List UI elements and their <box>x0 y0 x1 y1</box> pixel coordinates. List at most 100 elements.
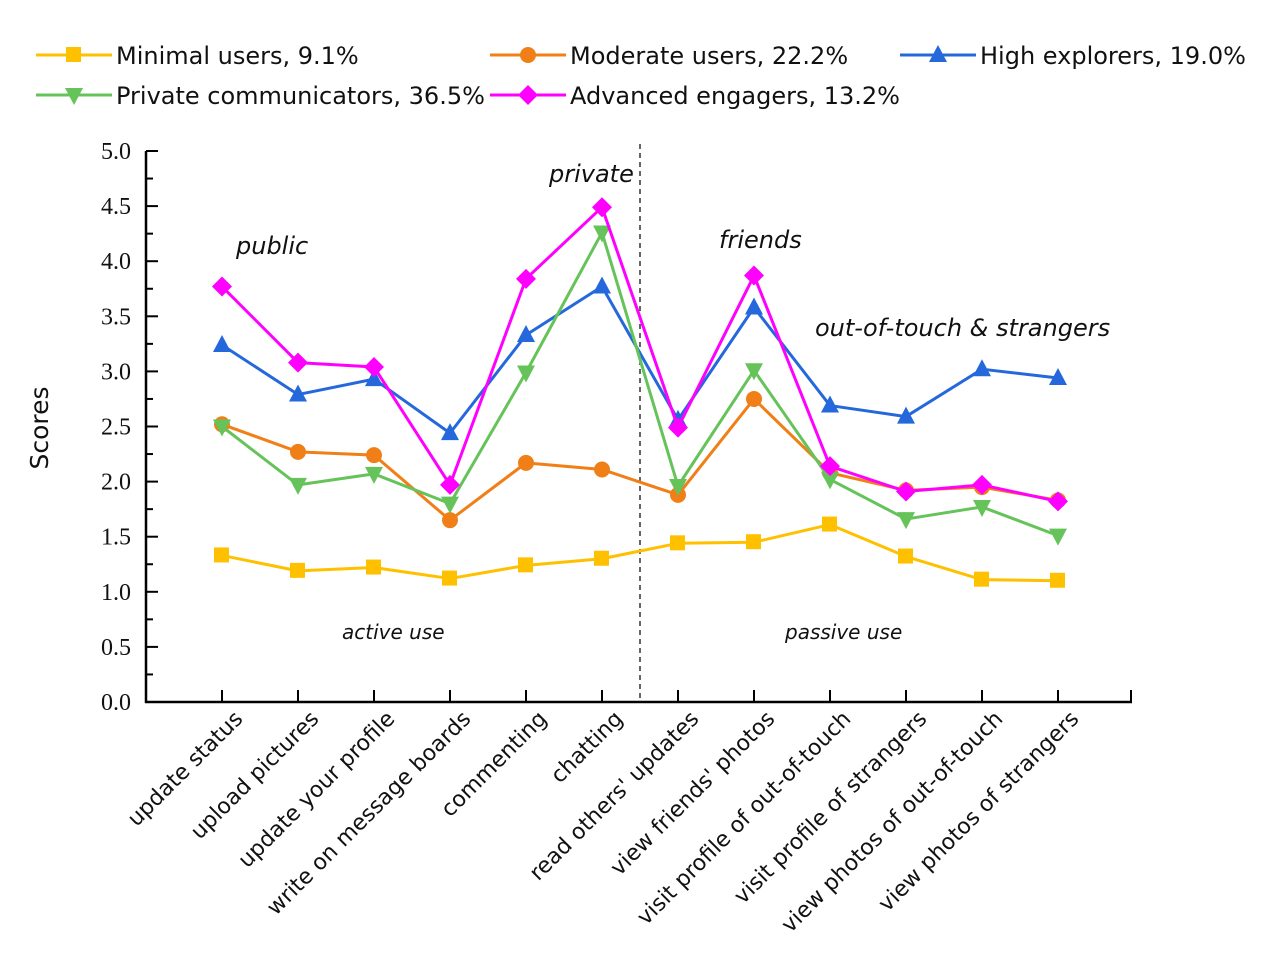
legend-label: Private communicators, 36.5% <box>116 82 485 110</box>
data-point <box>820 456 840 477</box>
series-4 <box>212 197 1068 512</box>
series-2 <box>213 276 1067 441</box>
series-line <box>221 285 1059 435</box>
annotation-public: public <box>235 232 308 260</box>
legend-marker <box>929 45 947 62</box>
data-point <box>821 472 839 490</box>
data-point <box>213 334 231 352</box>
data-point <box>821 395 839 413</box>
data-point <box>974 571 989 587</box>
annotation-active-use: active use <box>342 620 445 644</box>
data-point <box>593 276 611 294</box>
data-point <box>668 417 688 438</box>
data-point <box>973 359 991 377</box>
series-line <box>221 523 1059 583</box>
y-tick-label: 2.0 <box>101 470 131 496</box>
data-point <box>670 535 685 551</box>
annotation-private: private <box>548 160 634 188</box>
data-point <box>289 384 307 402</box>
series-3 <box>213 225 1067 546</box>
annotation-friends: friends <box>719 226 802 254</box>
legend-label: Minimal users, 9.1% <box>116 42 359 70</box>
data-point <box>594 550 609 566</box>
data-point <box>288 352 308 373</box>
legend-marker <box>520 47 536 63</box>
data-point <box>213 419 231 437</box>
annotation-passive-use: passive use <box>784 620 902 644</box>
data-point <box>1049 528 1067 546</box>
data-point <box>669 479 687 497</box>
data-point <box>897 406 915 424</box>
series-line <box>220 205 1059 503</box>
y-tick-label: 1.0 <box>101 580 131 606</box>
data-point <box>518 454 534 471</box>
data-point <box>214 547 229 563</box>
data-point <box>745 363 763 381</box>
series-group <box>212 197 1068 588</box>
data-point <box>746 534 761 550</box>
y-axis-title: Scores <box>25 386 54 469</box>
annotation-out-of-touch-strangers: out-of-touch & strangers <box>815 314 1110 342</box>
data-point <box>290 443 306 460</box>
y-tick-label: 1.5 <box>101 525 131 551</box>
legend-item: High explorers, 19.0% <box>900 42 1246 70</box>
data-point <box>1048 491 1068 512</box>
data-point <box>592 197 612 218</box>
y-tick-label: 4.5 <box>101 194 131 220</box>
data-point <box>366 559 381 575</box>
legend-item: Private communicators, 36.5% <box>36 82 485 110</box>
data-point <box>442 512 458 529</box>
data-point <box>366 447 382 464</box>
data-point <box>1049 368 1067 386</box>
data-point <box>212 276 232 297</box>
y-tick-label: 0.0 <box>101 690 131 716</box>
y-tick-label: 0.5 <box>101 635 131 661</box>
legend-label: High explorers, 19.0% <box>980 42 1246 70</box>
data-point <box>289 477 307 495</box>
y-tick-label: 5.0 <box>101 139 131 165</box>
y-tick-label: 3.5 <box>101 304 131 330</box>
data-point <box>897 512 915 530</box>
legend-marker <box>65 88 83 105</box>
legend-label: Moderate users, 22.2% <box>570 42 848 70</box>
y-ticks: 0.0 0.5 1.0 1.5 2.0 2.5 3.0 3.5 4.0 4.5 5.0 <box>101 139 158 716</box>
data-point <box>290 562 305 578</box>
data-point <box>896 481 916 502</box>
legend-marker <box>66 47 81 62</box>
series-line <box>221 231 1059 538</box>
data-point <box>1050 572 1065 588</box>
data-point <box>593 225 611 243</box>
data-point <box>518 557 533 573</box>
data-point <box>744 265 764 286</box>
data-point <box>516 268 536 289</box>
y-tick-label: 2.5 <box>101 415 131 441</box>
legend-item: Minimal users, 9.1% <box>36 42 359 70</box>
data-point <box>745 297 763 315</box>
x-tick-label: upload pictures <box>186 707 324 845</box>
data-point <box>365 466 383 484</box>
data-point <box>440 474 460 495</box>
data-point <box>822 516 837 532</box>
legend: Minimal users, 9.1% Moderate users, 22.2%… <box>36 42 1246 110</box>
data-point <box>517 365 535 383</box>
series-0 <box>214 516 1065 588</box>
data-point <box>442 570 457 586</box>
data-point <box>594 461 610 478</box>
legend-label: Advanced engagers, 13.2% <box>570 82 900 110</box>
data-point <box>441 423 459 441</box>
data-point <box>365 369 383 387</box>
data-point <box>973 499 991 517</box>
legend-item: Moderate users, 22.2% <box>490 42 848 70</box>
y-tick-label: 3.0 <box>101 359 131 385</box>
y-tick-label: 4.0 <box>101 249 131 275</box>
data-point <box>364 356 384 377</box>
data-point <box>746 390 762 407</box>
legend-marker <box>518 85 538 105</box>
data-point <box>517 325 535 343</box>
data-point <box>972 474 992 495</box>
legend-item: Advanced engagers, 13.2% <box>490 82 900 110</box>
data-point <box>441 496 459 514</box>
data-point <box>898 548 913 564</box>
